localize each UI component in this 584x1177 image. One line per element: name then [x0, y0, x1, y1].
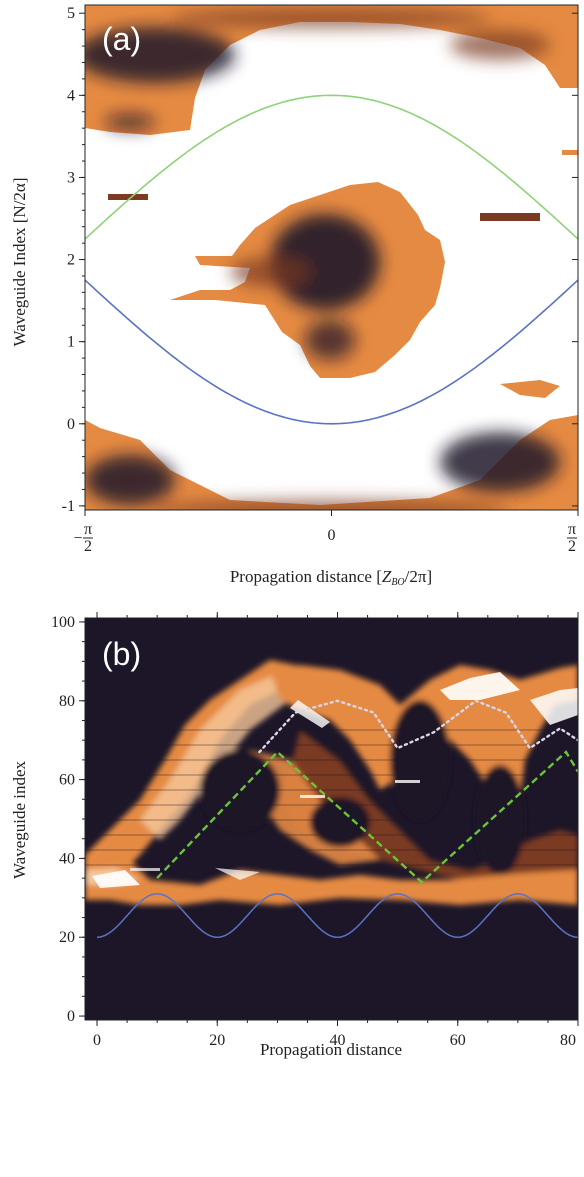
- x-tick-label: 60: [450, 1032, 466, 1049]
- panel-b-y-axis-label: Waveguide index: [10, 760, 29, 879]
- panel-b-axes: 0 20 40 60 80 100 0 20 40 60 80: [51, 612, 579, 1049]
- x-tick-label: 20: [209, 1032, 225, 1049]
- y-tick-label: 0: [67, 1008, 75, 1025]
- series-line-dotted: [258, 699, 578, 754]
- panel-b-x-axis-label: Propagation distance: [260, 1040, 402, 1059]
- x-tick-denominator: 2: [84, 538, 92, 555]
- panel-a-curves: [85, 94, 578, 425]
- y-tick-label: 1: [67, 334, 75, 351]
- series-line-green: [85, 94, 578, 240]
- panel-b-curves: [97, 699, 578, 938]
- panel-a-y-axis-label: Waveguide Index [N/2α]: [10, 178, 29, 347]
- panel-b: (b) 0 20 40 60 80 100 0 20 40 60 80 Waveguide inde…: [10, 612, 579, 1059]
- series-line-dashed: [156, 750, 578, 884]
- y-tick-label: -1: [62, 498, 75, 515]
- x-tick-label: 80: [560, 1032, 576, 1049]
- y-tick-label: 60: [59, 772, 75, 789]
- series-line-blue: [85, 279, 578, 425]
- x-tick-label: 0: [328, 527, 336, 544]
- series-line-solid: [97, 893, 578, 938]
- y-tick-label: 100: [51, 614, 75, 631]
- y-tick-label: 5: [67, 5, 75, 22]
- x-tick-label: 40: [330, 1032, 346, 1049]
- y-tick-label: 2: [67, 252, 75, 269]
- x-tick-sign: −: [73, 530, 82, 547]
- y-tick-label: 0: [67, 416, 75, 433]
- x-tick-numerator: π: [84, 521, 92, 538]
- y-tick-label: 4: [67, 87, 75, 104]
- y-tick-label: 20: [59, 929, 75, 946]
- panel-a-heatmap: [85, 5, 578, 510]
- y-tick-label: 3: [67, 169, 75, 186]
- x-tick-label: 0: [93, 1032, 101, 1049]
- y-tick-label: 80: [59, 693, 75, 710]
- x-tick-denominator: 2: [568, 538, 576, 555]
- panel-a-x-axis-label: Propagation distance [ZBO/2π]: [230, 567, 432, 588]
- y-tick-label: 40: [59, 850, 75, 867]
- panel-b-label: (b): [102, 636, 141, 672]
- x-tick-numerator: π: [568, 521, 576, 538]
- panel-b-heatmap: [85, 618, 578, 1020]
- panel-a-label: (a): [102, 21, 141, 57]
